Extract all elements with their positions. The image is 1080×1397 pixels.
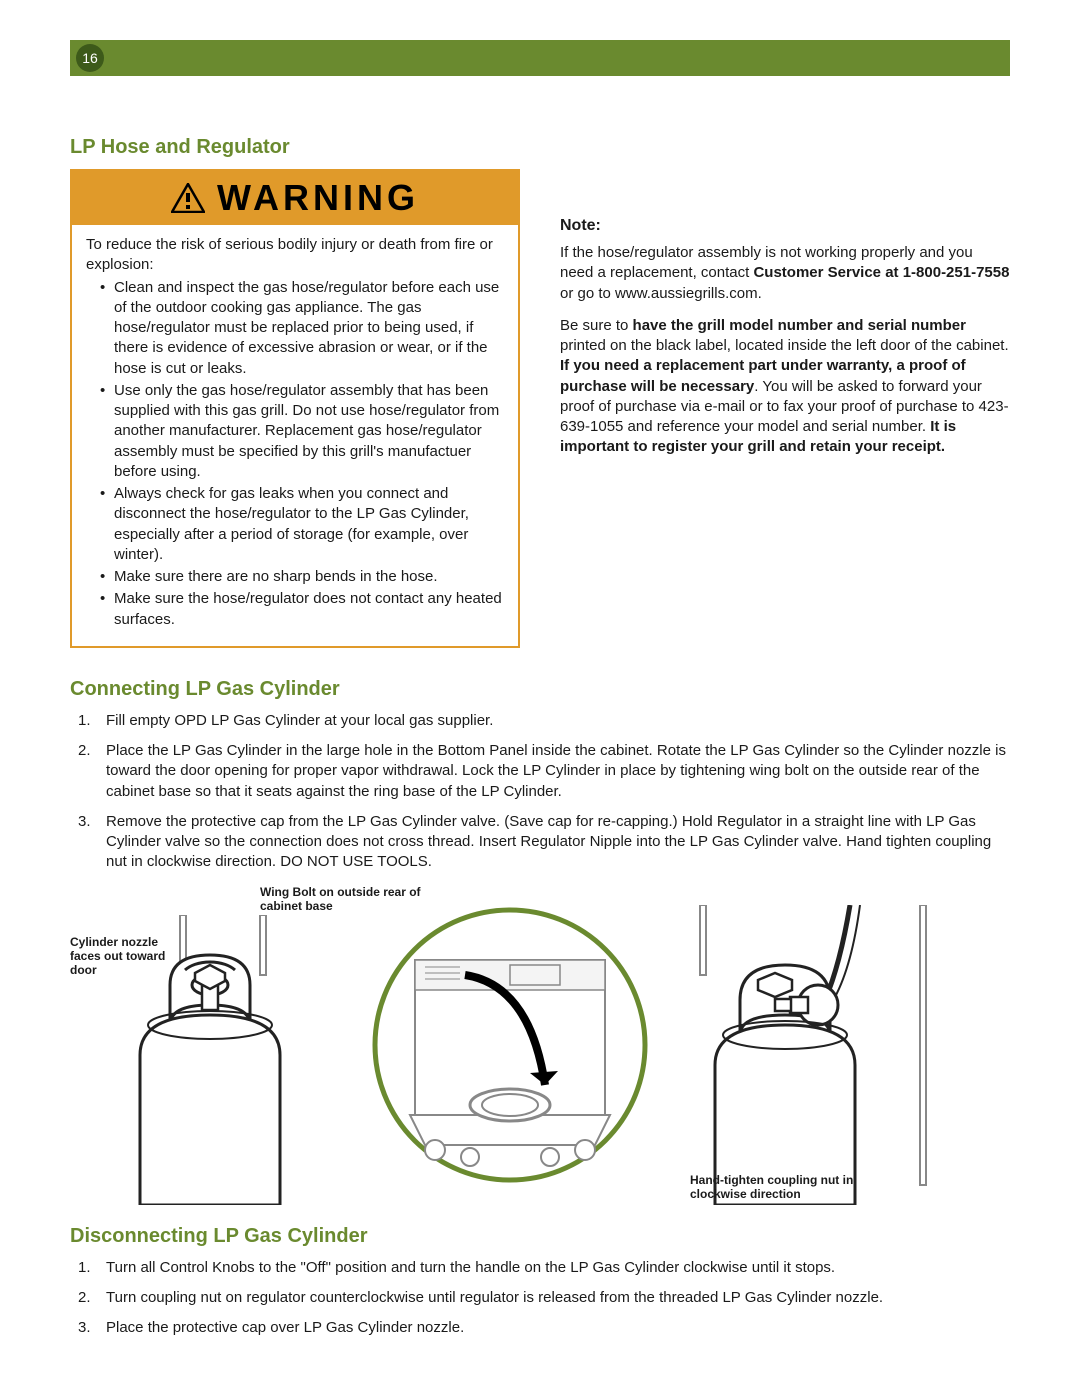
warning-bullet: Make sure the hose/regulator does not co…	[100, 589, 504, 630]
list-item: Remove the protective cap from the LP Ga…	[100, 812, 1010, 873]
note-paragraph: Be sure to have the grill model number a…	[560, 316, 1010, 458]
note-text: Be sure to	[560, 317, 633, 334]
page-number-badge: 16	[76, 44, 104, 72]
warning-triangle-icon	[171, 183, 205, 213]
warning-intro: To reduce the risk of serious bodily inj…	[86, 235, 504, 276]
page-number: 16	[82, 50, 98, 66]
diagram-area: Wing Bolt on outside rear of cabinet bas…	[70, 885, 1010, 1205]
note-text: printed on the black label, located insi…	[560, 337, 1009, 354]
note-body: If the hose/regulator assembly is not wo…	[560, 243, 1010, 458]
warning-body: To reduce the risk of serious bodily inj…	[72, 225, 518, 646]
left-column: WARNING To reduce the risk of serious bo…	[70, 169, 520, 648]
warning-bullet: Use only the gas hose/regulator assembly…	[100, 381, 504, 482]
page-container: 16 LP Hose and Regulator WARNING	[0, 0, 1080, 1388]
label-handtighten: Hand-tighten coupling nut in clockwise d…	[690, 1173, 890, 1202]
warning-bullet: Always check for gas leaks when you conn…	[100, 484, 504, 565]
heading-lp-hose: LP Hose and Regulator	[70, 136, 1010, 159]
warning-bullet-list: Clean and inspect the gas hose/regulator…	[86, 278, 504, 630]
note-heading: Note:	[560, 217, 1010, 235]
disconnecting-list: Turn all Control Knobs to the "Off" posi…	[70, 1258, 1010, 1339]
list-item: Place the protective cap over LP Gas Cyl…	[100, 1318, 1010, 1338]
warning-bullet: Clean and inspect the gas hose/regulator…	[100, 278, 504, 379]
note-bold: have the grill model number and serial n…	[633, 317, 966, 334]
warning-bullet: Make sure there are no sharp bends in th…	[100, 567, 504, 587]
warning-box: WARNING To reduce the risk of serious bo…	[70, 169, 520, 648]
right-column: Note: If the hose/regulator assembly is …	[560, 169, 1010, 648]
list-item: Fill empty OPD LP Gas Cylinder at your l…	[100, 711, 1010, 731]
note-bold: Customer Service at 1-800-251-7558	[753, 264, 1009, 281]
note-paragraph: If the hose/regulator assembly is not wo…	[560, 243, 1010, 304]
connecting-list: Fill empty OPD LP Gas Cylinder at your l…	[70, 711, 1010, 873]
two-column-layout: WARNING To reduce the risk of serious bo…	[70, 169, 1010, 648]
list-item: Turn coupling nut on regulator countercl…	[100, 1288, 1010, 1308]
header-bar: 16	[70, 40, 1010, 76]
heading-disconnecting: Disconnecting LP Gas Cylinder	[70, 1225, 1010, 1248]
list-item: Place the LP Gas Cylinder in the large h…	[100, 741, 1010, 802]
cabinet-diagram-icon	[370, 905, 650, 1185]
list-item: Turn all Control Knobs to the "Off" posi…	[100, 1258, 1010, 1278]
note-text: or go to www.aussiegrills.com.	[560, 285, 762, 302]
heading-connecting: Connecting LP Gas Cylinder	[70, 678, 1010, 701]
warning-banner: WARNING	[72, 171, 518, 225]
cylinder-right-icon	[690, 905, 950, 1205]
cylinder-left-icon	[110, 915, 310, 1205]
warning-label: WARNING	[217, 177, 419, 219]
